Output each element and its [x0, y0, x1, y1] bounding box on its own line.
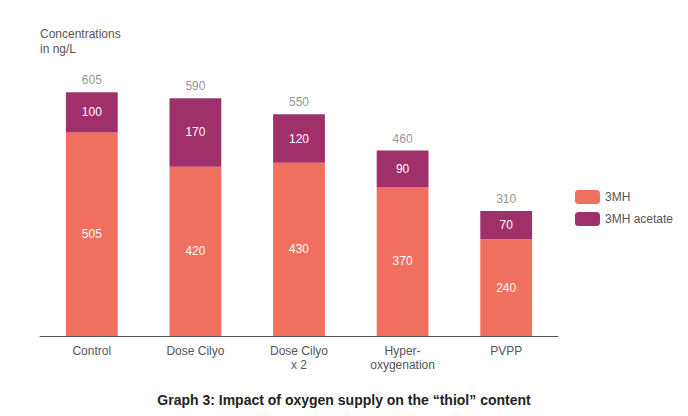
svg-text:310: 310: [496, 192, 516, 206]
svg-text:550: 550: [289, 95, 309, 109]
svg-text:Dose Cilyo: Dose Cilyo: [166, 344, 224, 358]
svg-text:Dose Cilyo: Dose Cilyo: [270, 344, 328, 358]
svg-text:3MH acetate: 3MH acetate: [605, 212, 673, 226]
svg-text:x 2: x 2: [291, 358, 307, 372]
svg-text:590: 590: [185, 79, 205, 93]
svg-text:3MH: 3MH: [605, 190, 630, 204]
svg-text:460: 460: [393, 132, 413, 146]
svg-text:240: 240: [496, 281, 516, 295]
svg-text:PVPP: PVPP: [490, 344, 522, 358]
svg-text:Control: Control: [72, 344, 111, 358]
svg-text:430: 430: [289, 242, 309, 256]
svg-text:370: 370: [393, 254, 413, 268]
svg-text:70: 70: [500, 218, 514, 232]
svg-text:Concentrations: Concentrations: [40, 27, 121, 41]
svg-text:120: 120: [289, 132, 309, 146]
svg-text:Graph 3: Impact of oxygen supp: Graph 3: Impact of oxygen supply on the …: [157, 392, 531, 408]
svg-text:in ng/L: in ng/L: [40, 42, 76, 56]
svg-text:170: 170: [185, 125, 205, 139]
svg-text:oxygenation: oxygenation: [370, 358, 435, 372]
svg-text:Hyper-: Hyper-: [385, 344, 421, 358]
svg-text:420: 420: [185, 244, 205, 258]
svg-text:505: 505: [82, 227, 102, 241]
svg-text:90: 90: [396, 162, 410, 176]
svg-text:605: 605: [82, 73, 102, 87]
svg-text:100: 100: [82, 105, 102, 119]
